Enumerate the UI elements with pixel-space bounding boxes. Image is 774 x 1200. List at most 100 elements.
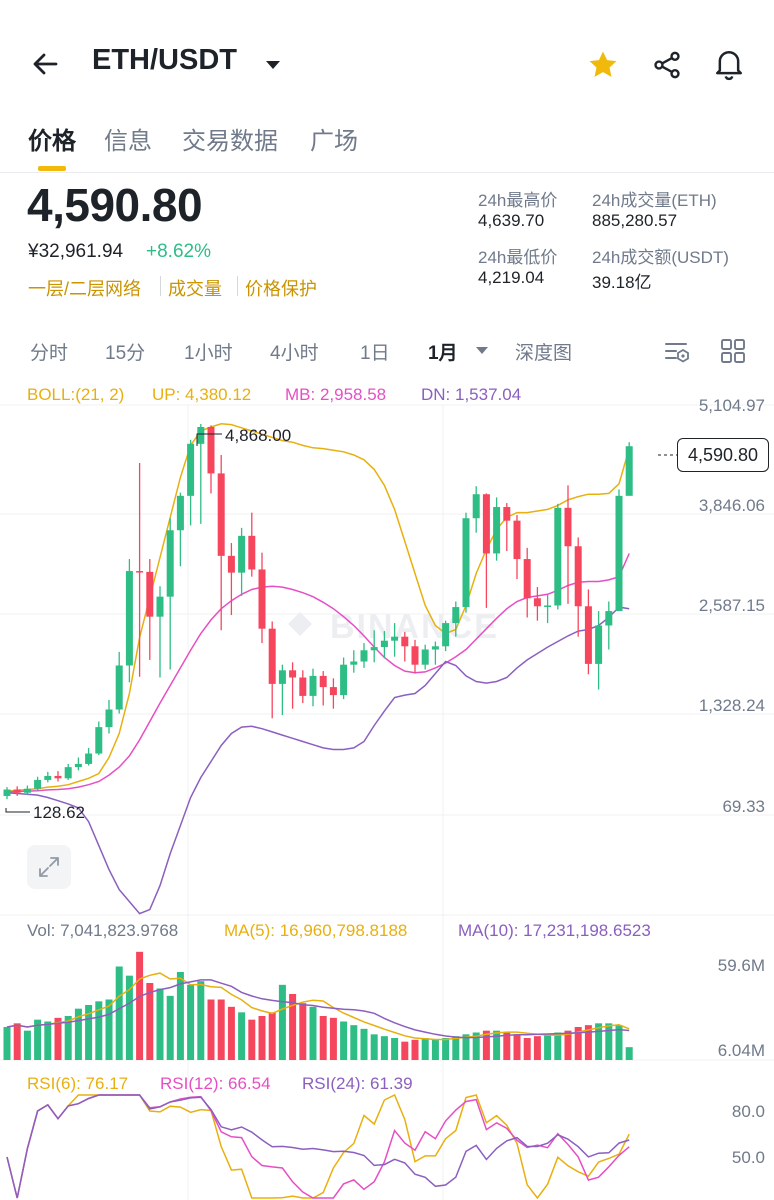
annotations: 4,868.00 128.62 <box>5 426 677 822</box>
grid-layout-icon[interactable] <box>716 336 750 366</box>
candle-body <box>431 646 439 650</box>
volume-bar <box>503 1032 511 1060</box>
volume-bar <box>136 951 144 1060</box>
interval-4h[interactable]: 4小时 <box>270 343 319 364</box>
rsi-axis-tick: 50.0 <box>731 1148 765 1167</box>
volume-bar <box>472 1032 480 1060</box>
candle-body <box>452 607 460 624</box>
price-axis-tick: 1,328.24 <box>698 696 765 715</box>
stat-24h-low-value: 4,219.04 <box>478 268 545 287</box>
share-icon[interactable] <box>648 46 686 84</box>
candle-body <box>268 628 276 684</box>
candle-body <box>523 559 531 599</box>
candle-body <box>23 788 31 793</box>
candle-body <box>54 775 62 779</box>
candle-body <box>544 605 552 607</box>
tab-info[interactable]: 信息 <box>104 128 152 155</box>
volume-bar <box>340 1021 348 1060</box>
volume-bar <box>105 999 113 1060</box>
candle-body <box>64 767 72 779</box>
volume-ma-lines <box>6 972 630 1041</box>
volume-bar <box>64 1016 72 1060</box>
candle-body <box>248 535 256 570</box>
volume-bar <box>197 981 205 1060</box>
back-arrow-icon[interactable] <box>26 44 66 84</box>
volume-bar <box>166 995 174 1060</box>
boll-up-line <box>6 423 630 792</box>
volume-bar <box>44 1021 52 1060</box>
expand-chart-icon[interactable] <box>27 845 71 889</box>
volume-bar <box>329 1017 337 1060</box>
pair-title[interactable]: ETH/USDT <box>92 44 237 76</box>
volume-ma5-value: MA(5): 16,960,798.8188 <box>224 921 408 940</box>
interval-1h[interactable]: 1小时 <box>184 343 233 364</box>
tag-layer-network[interactable]: 一层/二层网络 <box>28 279 142 299</box>
bell-icon[interactable] <box>710 44 748 84</box>
interval-1d[interactable]: 1日 <box>360 343 390 364</box>
volume-bar <box>268 1012 276 1060</box>
candle-body <box>187 443 195 496</box>
price-axis-tick: 69.33 <box>722 797 765 816</box>
volume-bar <box>3 1027 11 1060</box>
interval-1m[interactable]: 1月 <box>428 343 458 364</box>
volume-bar <box>442 1038 450 1060</box>
stat-24h-turnover-usdt-label: 24h成交额(USDT) <box>592 248 729 267</box>
volume-bar <box>54 1017 62 1060</box>
volume-bar <box>523 1038 531 1060</box>
volume-bar <box>360 1028 368 1060</box>
candle-body <box>146 571 154 617</box>
candle-body <box>411 646 419 665</box>
volume-bar <box>564 1030 572 1060</box>
boll-dn-line <box>6 606 630 915</box>
candle-body <box>584 606 592 664</box>
volume-bar <box>625 1047 633 1060</box>
candle-body <box>309 675 317 696</box>
candle-body <box>156 596 164 617</box>
candle-body <box>319 675 327 688</box>
candle-body <box>401 636 409 647</box>
bollinger-bands <box>6 423 630 915</box>
candle-body <box>238 535 246 573</box>
volume-bar <box>421 1038 429 1060</box>
caret-down-icon[interactable] <box>258 52 288 78</box>
tag-volume[interactable]: 成交量 <box>168 279 222 299</box>
tab-trading-data[interactable]: 交易数据 <box>182 128 278 155</box>
volume-ma5-line <box>6 972 630 1041</box>
candle-body <box>380 640 388 648</box>
candle-body <box>85 753 93 764</box>
volume-bar <box>156 988 164 1060</box>
favorite-star-icon[interactable] <box>584 46 622 84</box>
tab-square[interactable]: 广场 <box>310 128 358 155</box>
volume-bar <box>85 1005 93 1060</box>
volume-bar <box>411 1039 419 1060</box>
candle-body <box>574 546 582 607</box>
high-price-label: 4,868.00 <box>225 426 291 445</box>
candle-body <box>329 687 337 696</box>
interval-15m[interactable]: 15分 <box>105 343 146 364</box>
interval-depth-chart[interactable]: 深度图 <box>515 343 573 364</box>
stat-24h-turnover-usdt-value: 39.18亿 <box>592 273 652 292</box>
tag-price-protection[interactable]: 价格保护 <box>245 279 317 299</box>
tab-price[interactable]: 价格 <box>28 128 76 155</box>
volume-label: Vol: 7,041,823.9768 <box>27 921 179 940</box>
boll-up-value: UP: 4,380.12 <box>152 385 252 404</box>
candle-body <box>136 571 144 573</box>
interval-timeline[interactable]: 分时 <box>30 343 69 364</box>
volume-bar <box>74 1008 82 1060</box>
candle-body <box>176 495 184 531</box>
volume-bar <box>584 1025 592 1060</box>
volume-bar <box>258 1016 266 1060</box>
candle-body <box>442 623 450 647</box>
candle-body <box>533 598 541 607</box>
chart-settings-icon[interactable] <box>660 336 694 366</box>
rsi-axis-tick: 80.0 <box>731 1102 765 1121</box>
candle-body <box>166 530 174 597</box>
volume-axis-tick: 6.04M <box>717 1041 765 1060</box>
price-axis-tick: 2,587.15 <box>698 596 765 615</box>
candle-body <box>554 507 562 606</box>
volume-bar <box>462 1034 470 1060</box>
caret-down-icon[interactable] <box>470 338 494 362</box>
candle-body <box>125 571 133 666</box>
price-change-percent: +8.62% <box>146 241 211 262</box>
